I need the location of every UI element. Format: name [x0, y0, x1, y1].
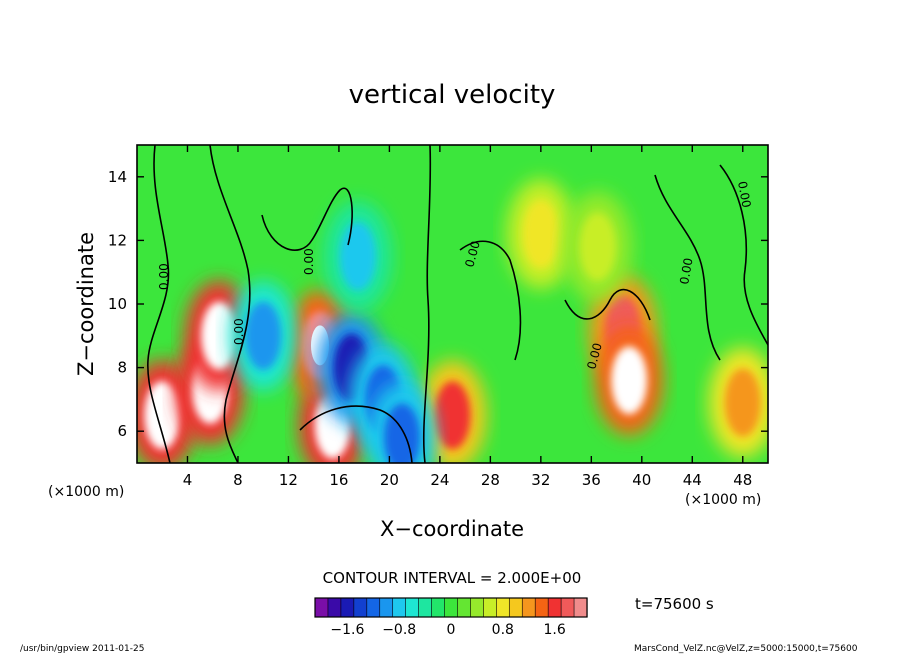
field-feature-core: [245, 301, 282, 370]
chart-title: vertical velocity: [349, 80, 556, 110]
contour-label: 0.00: [302, 248, 316, 275]
colorbar-swatch: [340, 597, 355, 618]
x-tick-label: 40: [632, 471, 651, 489]
y-tick-label: 8: [117, 359, 127, 377]
colorbar-swatch: [366, 597, 381, 618]
colorbar-swatch: [392, 597, 407, 618]
x-tick-label: 36: [582, 471, 601, 489]
colorbar-tick-label: −0.8: [382, 622, 416, 638]
zero-contour-line: [261, 187, 353, 251]
colorbar-tick-label: −1.6: [330, 622, 364, 638]
field-feature-peak: [620, 360, 639, 401]
x-tick-label: 48: [733, 471, 752, 489]
contour-labels: 0.00 0.00 0.00 0.00 0.00 0.00 0.00: [157, 180, 753, 371]
field-feature-peak: [210, 315, 229, 356]
zero-contour-line: [299, 405, 413, 463]
field-feature-core: [579, 212, 616, 281]
colorbar-swatch: [560, 597, 575, 618]
colorbar-swatch: [379, 597, 394, 618]
x-tick-label: 4: [183, 471, 193, 489]
colorbar-swatch: [496, 597, 510, 618]
contour-label: 0.00: [462, 239, 482, 268]
x-tick-label: 8: [233, 471, 243, 489]
field-feature-peak: [153, 395, 172, 436]
y-tick-label: 10: [108, 295, 127, 313]
colorbar-swatch: [314, 597, 329, 618]
x-tick-label: 44: [683, 471, 702, 489]
field-feature-core: [724, 368, 761, 437]
colorbar-swatch: [431, 597, 446, 618]
zero-contour-line: [209, 145, 251, 463]
x-unit-label-left: (×1000 m): [48, 484, 124, 500]
zero-contour-line: [654, 174, 721, 361]
colorbar-swatch: [418, 597, 433, 618]
field-feature-core: [339, 222, 376, 291]
contour-label: 0.00: [232, 318, 246, 345]
x-tick-label: 32: [531, 471, 550, 489]
y-tick-label: 14: [108, 168, 127, 186]
zero-contour-line: [147, 145, 171, 463]
x-tick-label: 20: [380, 471, 399, 489]
contour-label: 0.00: [584, 341, 604, 370]
contour-label: 0.00: [735, 180, 753, 209]
colorbar-tick-label: 1.6: [543, 622, 565, 638]
colorbar-swatch: [470, 597, 484, 618]
colorbar-swatch: [327, 597, 342, 618]
colorbar-swatch: [547, 597, 562, 618]
contour-interval: CONTOUR INTERVAL = 2.000E+00: [323, 569, 582, 587]
field-feature-core: [434, 381, 471, 450]
zero-contour-line: [422, 145, 432, 463]
colorbar-tick-label: 0.8: [492, 622, 514, 638]
colorbar-swatch: [353, 597, 368, 618]
y-axis: 6 8 10 12 14: [108, 168, 768, 440]
y-axis-label: Z−coordinate: [74, 232, 98, 376]
zero-contour-line: [459, 240, 522, 361]
x-tick-label: 28: [481, 471, 500, 489]
x-tick-label: 24: [430, 471, 449, 489]
colorbar-swatch: [521, 597, 536, 618]
colorbar-ticks: −1.6 −0.8 0 0.8 1.6: [330, 622, 565, 638]
colorbar-swatch: [405, 597, 420, 618]
y-tick-label: 6: [117, 422, 127, 440]
contour-label: 0.00: [677, 257, 695, 286]
colorbar-swatch: [573, 597, 588, 618]
x-unit-label-right: (×1000 m): [685, 492, 761, 508]
zero-contour-line: [719, 164, 768, 346]
colorbar-frame: [314, 597, 588, 618]
x-axis: 4 8 12 16 20 24 28 32 36 40 44 48: [183, 145, 752, 489]
colorbar-swatch: [483, 597, 497, 618]
plot-field: [137, 145, 768, 463]
y-tick-label: 12: [108, 231, 127, 249]
contour-label: 0.00: [157, 263, 171, 290]
zero-contour-line: [564, 288, 651, 321]
footer-left: /usr/bin/gpview 2011-01-25: [20, 644, 144, 654]
colorbar-swatch: [508, 597, 523, 618]
time-label: t=75600 s: [635, 595, 714, 613]
colorbar: [314, 597, 588, 618]
zero-contours: [147, 145, 768, 463]
footer-right: MarsCond_VelZ.nc@VelZ,z=5000:15000,t=756…: [634, 644, 858, 654]
x-axis-label: X−coordinate: [380, 517, 524, 541]
colorbar-swatch: [444, 597, 459, 618]
field-feature-core: [522, 200, 559, 269]
colorbar-swatch: [534, 597, 549, 618]
colorbar-swatch: [457, 597, 472, 618]
x-tick-label: 16: [329, 471, 348, 489]
colorbar-tick-label: 0: [447, 622, 456, 638]
x-tick-label: 12: [279, 471, 298, 489]
